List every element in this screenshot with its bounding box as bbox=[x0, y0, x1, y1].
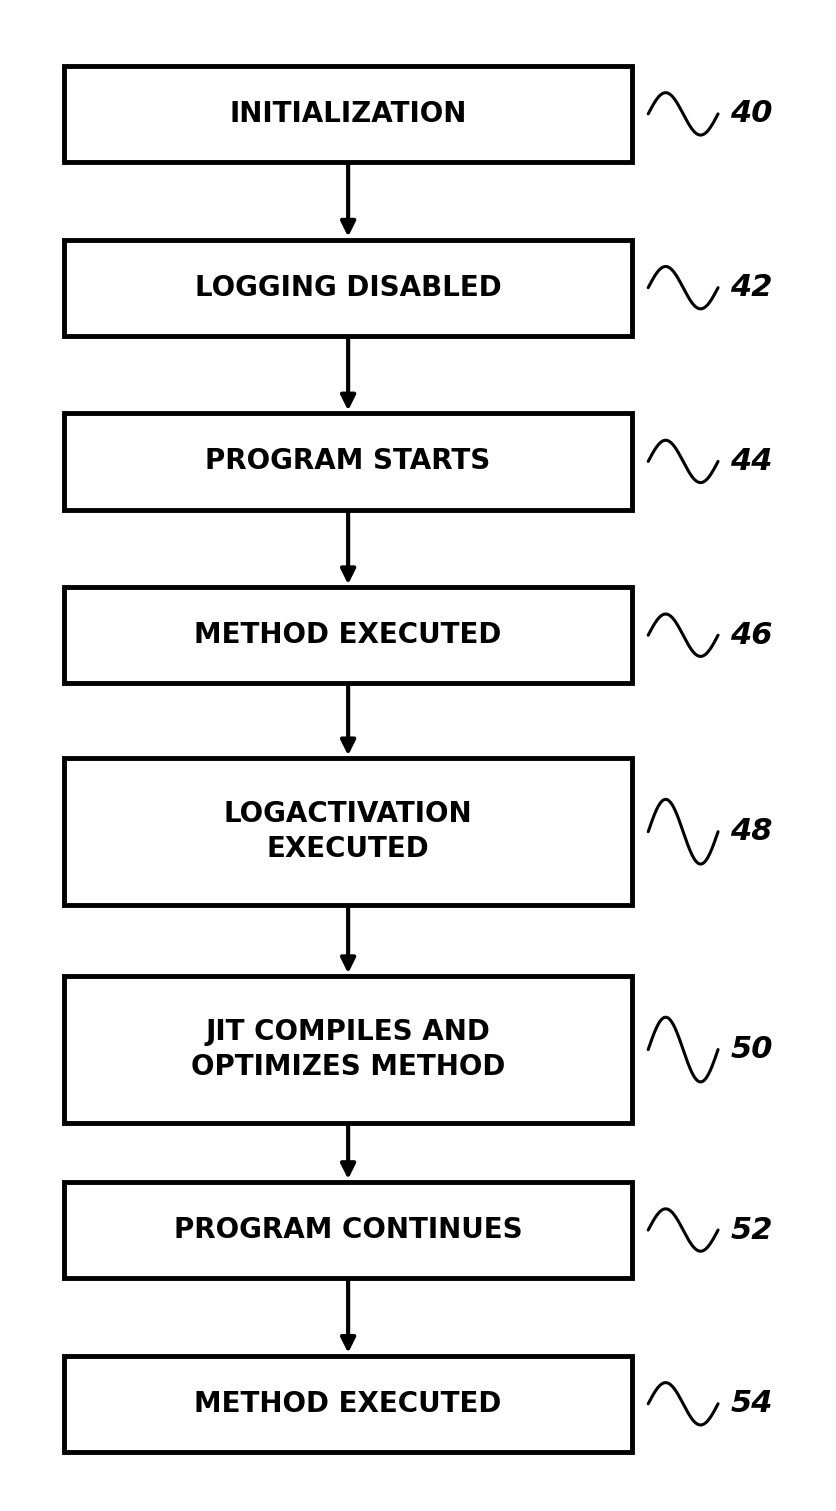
Text: 50: 50 bbox=[731, 1035, 773, 1064]
Text: METHOD EXECUTED: METHOD EXECUTED bbox=[195, 621, 502, 650]
Text: 40: 40 bbox=[731, 100, 773, 128]
Bar bbox=[64, 759, 632, 905]
Bar bbox=[64, 976, 632, 1123]
Text: LOGGING DISABLED: LOGGING DISABLED bbox=[195, 273, 502, 302]
Bar bbox=[64, 1355, 632, 1452]
Text: 42: 42 bbox=[731, 273, 773, 302]
Bar bbox=[64, 414, 632, 509]
Text: METHOD EXECUTED: METHOD EXECUTED bbox=[195, 1390, 502, 1417]
Bar bbox=[64, 588, 632, 683]
Bar bbox=[64, 66, 632, 162]
Text: INITIALIZATION: INITIALIZATION bbox=[229, 100, 466, 128]
Text: 48: 48 bbox=[731, 817, 773, 846]
Text: 46: 46 bbox=[731, 621, 773, 650]
Text: JIT COMPILES AND
OPTIMIZES METHOD: JIT COMPILES AND OPTIMIZES METHOD bbox=[191, 1018, 505, 1080]
Text: PROGRAM CONTINUES: PROGRAM CONTINUES bbox=[174, 1216, 522, 1244]
Text: 44: 44 bbox=[731, 447, 773, 476]
Bar bbox=[64, 240, 632, 335]
Text: PROGRAM STARTS: PROGRAM STARTS bbox=[206, 447, 491, 476]
Text: 54: 54 bbox=[731, 1389, 773, 1419]
Bar bbox=[64, 1182, 632, 1278]
Text: LOGACTIVATION
EXECUTED: LOGACTIVATION EXECUTED bbox=[224, 801, 472, 863]
Text: 52: 52 bbox=[731, 1215, 773, 1245]
